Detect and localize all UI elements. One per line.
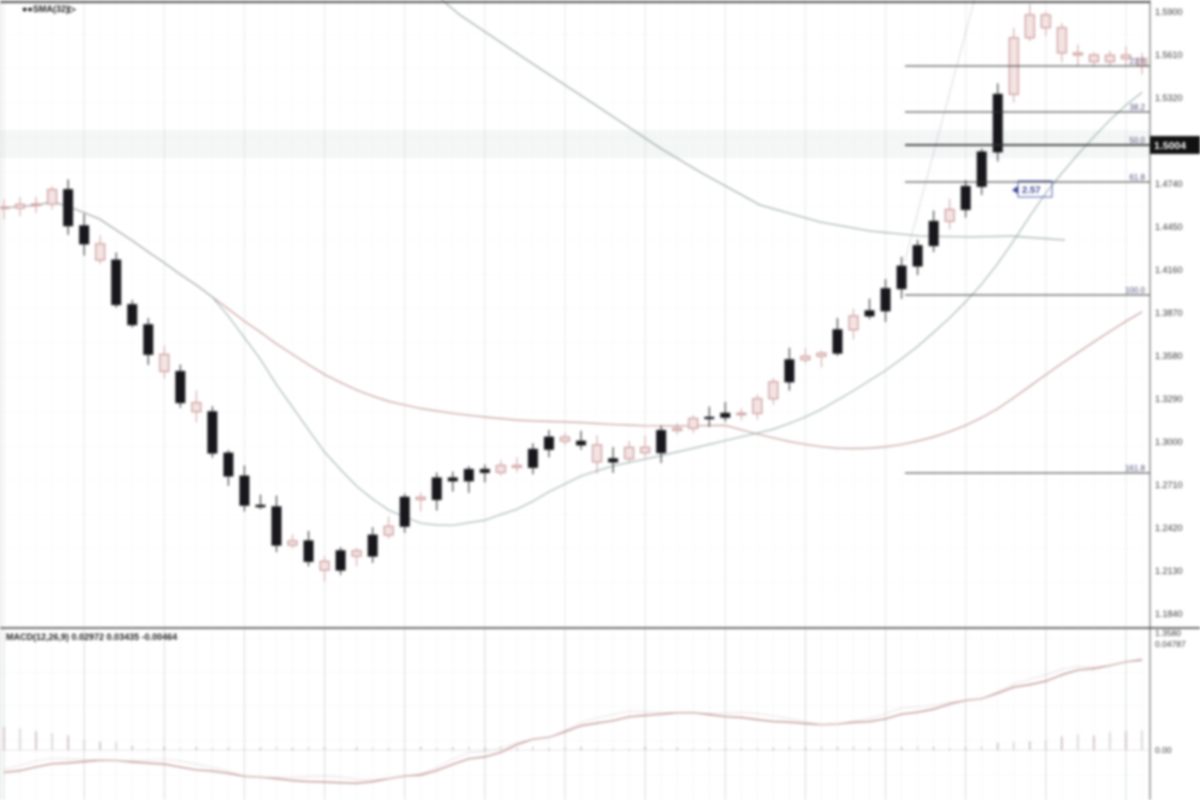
- svg-text:50.0: 50.0: [1129, 136, 1145, 145]
- svg-text:1.2710: 1.2710: [1155, 480, 1183, 490]
- svg-text:1.3290: 1.3290: [1155, 394, 1183, 404]
- svg-text:1.3580: 1.3580: [1155, 351, 1183, 361]
- svg-text:23.6: 23.6: [1129, 57, 1145, 66]
- svg-text:●●SMA(32)▷: ●●SMA(32)▷: [22, 4, 77, 14]
- svg-text:161.8: 161.8: [1125, 464, 1146, 473]
- svg-text:1.5320: 1.5320: [1155, 93, 1183, 103]
- svg-text:1.2420: 1.2420: [1155, 523, 1183, 533]
- svg-text:1.3000: 1.3000: [1155, 437, 1183, 447]
- svg-text:1.4740: 1.4740: [1155, 179, 1183, 189]
- svg-text:1.5900: 1.5900: [1155, 7, 1183, 17]
- svg-text:1.4160: 1.4160: [1155, 265, 1183, 275]
- svg-text:38.2: 38.2: [1129, 103, 1145, 112]
- svg-text:100.0: 100.0: [1125, 286, 1146, 295]
- svg-text:1.4450: 1.4450: [1155, 222, 1183, 232]
- svg-text:61.8: 61.8: [1129, 173, 1145, 182]
- svg-text:0.04787: 0.04787: [1155, 639, 1186, 649]
- svg-text:1.2130: 1.2130: [1155, 566, 1183, 576]
- svg-text:0.00: 0.00: [1155, 745, 1172, 755]
- svg-text:1.1840: 1.1840: [1155, 609, 1183, 619]
- svg-text:2.57: 2.57: [1022, 185, 1041, 196]
- svg-text:1.5610: 1.5610: [1155, 50, 1183, 60]
- svg-text:1.5004: 1.5004: [1154, 140, 1186, 152]
- svg-text:MACD(12,26,9) 0.02972 0.03435: MACD(12,26,9) 0.02972 0.03435 -0.00464: [6, 632, 177, 642]
- svg-text:1.3870: 1.3870: [1155, 308, 1183, 318]
- svg-text:1.3580: 1.3580: [1155, 628, 1181, 638]
